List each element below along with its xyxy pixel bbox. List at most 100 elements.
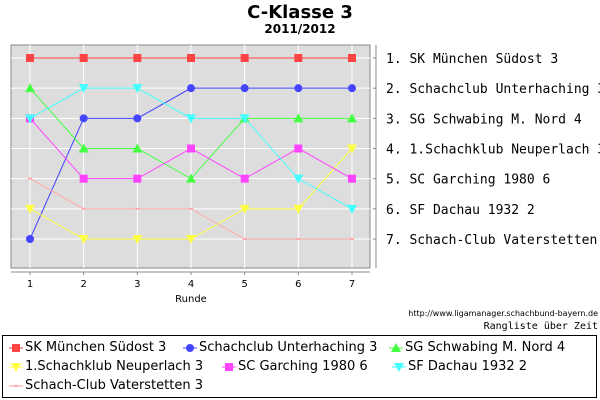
data-point [12, 343, 20, 352]
legend-label: Schach-Club Vaterstetten 3 [25, 378, 203, 393]
data-point [133, 174, 142, 183]
data-point [132, 84, 143, 94]
rank-label: 6. SF Dachau 1932 2 [386, 203, 535, 218]
data-point [347, 144, 357, 154]
data-point [79, 54, 88, 62]
data-point [296, 238, 301, 240]
data-point [25, 83, 35, 93]
series [25, 144, 357, 244]
rank-label: 3. SG Schwabing M. Nord 4 [386, 112, 582, 127]
data-point [187, 84, 195, 93]
x-tick-label: 7 [349, 279, 355, 290]
legend-item: SG Schwabing M. Nord 4 [389, 338, 565, 358]
legend-item: Schach-Club Vaterstetten 3 [9, 376, 203, 396]
data-point [14, 384, 18, 387]
data-point [186, 173, 196, 183]
data-point [187, 54, 195, 62]
data-point [187, 144, 195, 153]
data-point [186, 343, 194, 352]
data-point [79, 174, 88, 183]
legend-item: SC Garching 1980 6 [222, 357, 368, 377]
data-point [242, 238, 247, 240]
legend-label: SF Dachau 1932 2 [408, 359, 528, 374]
data-point [347, 113, 357, 123]
x-tick-label: 4 [188, 279, 194, 290]
source-url: http://www.ligamanager.schachbund-bayern… [408, 309, 598, 318]
legend-swatch [392, 362, 406, 372]
legend-label: SC Garching 1980 6 [238, 359, 368, 374]
data-point [186, 235, 196, 244]
x-tick-label: 6 [295, 279, 301, 290]
x-tick-label: 2 [80, 279, 86, 290]
data-point [186, 114, 196, 124]
x-tick-label: 3 [134, 279, 140, 290]
legend-label: SK München Südost 3 [25, 340, 167, 355]
series [25, 84, 357, 214]
legend-label: SG Schwabing M. Nord 4 [405, 340, 566, 355]
line-chart: 1 2 3 4 5 6 7 Runde 1. SK München Südost 3 2. Sch… [10, 44, 600, 305]
data-point [294, 144, 303, 153]
data-point [348, 174, 356, 183]
data-point [348, 84, 356, 93]
series [25, 83, 357, 183]
data-point [79, 114, 88, 123]
data-point [294, 84, 303, 93]
data-point [135, 207, 140, 210]
chart-subtitle: 2011/2012 [264, 22, 336, 36]
rank-label: 7. Schach-Club Vaterstetten 3 [386, 233, 600, 248]
legend-swatch [222, 362, 236, 371]
data-point [132, 143, 143, 153]
legend: SK München Südost 3 Schachclub Unterhachi… [2, 335, 597, 398]
data-point [239, 114, 250, 124]
data-point [347, 204, 357, 214]
data-point [293, 113, 304, 123]
data-point [240, 54, 249, 62]
data-point [133, 114, 142, 123]
legend-item: 1.Schachklub Neuperlach 3 [9, 357, 203, 377]
legend-label: Schachclub Unterhaching 3 [199, 340, 378, 355]
x-tick-label: 1 [27, 279, 33, 290]
chart-caption: Rangliste über Zeit [483, 321, 598, 332]
data-point [81, 207, 86, 210]
data-point [26, 235, 34, 243]
data-point [240, 84, 249, 93]
legend-swatch [389, 342, 403, 352]
rank-label: 2. Schachclub Unterhaching 3 [386, 82, 600, 97]
legend-swatch [9, 343, 23, 352]
data-point [25, 114, 35, 124]
data-point [189, 207, 193, 210]
rank-label: 4. 1.Schachklub Neuperlach 3 [386, 143, 600, 158]
series [26, 84, 356, 243]
x-tick-label: 5 [241, 279, 247, 290]
data-point [78, 143, 89, 153]
data-point [240, 174, 249, 183]
series [28, 177, 354, 240]
data-point [350, 238, 354, 240]
data-point [78, 235, 89, 244]
legend-swatch [183, 343, 197, 352]
data-point [239, 204, 250, 214]
legend-item: SF Dachau 1932 2 [392, 357, 527, 377]
data-point [294, 54, 303, 62]
data-point [348, 54, 356, 62]
data-point [391, 342, 401, 352]
legend-label: 1.Schachklub Neuperlach 3 [25, 359, 204, 374]
data-point [25, 204, 35, 214]
legend-swatch [9, 362, 23, 372]
data-point [394, 362, 404, 372]
series [26, 114, 356, 183]
data-point [11, 362, 21, 372]
data-point [78, 84, 89, 94]
data-point [225, 362, 233, 371]
rank-label: 1. SK München Südost 3 [386, 52, 558, 67]
rank-label: 5. SC Garching 1980 6 [386, 173, 550, 188]
data-point [293, 204, 304, 214]
data-point [132, 235, 143, 244]
data-point [26, 54, 34, 62]
legend-swatch [9, 384, 23, 387]
x-axis-label: Runde [175, 294, 207, 305]
legend-item: Schachclub Unterhaching 3 [183, 338, 377, 358]
data-point [293, 174, 304, 184]
data-point [28, 177, 32, 180]
series [26, 54, 356, 62]
